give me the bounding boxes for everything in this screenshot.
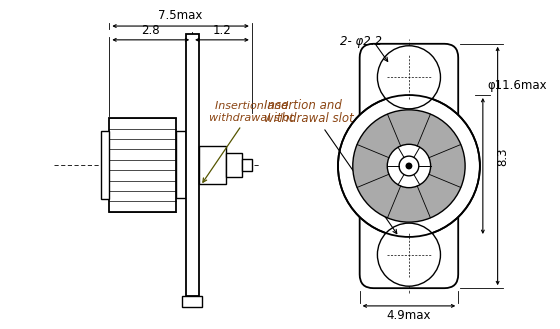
Circle shape xyxy=(377,46,441,109)
Text: 2.8: 2.8 xyxy=(142,24,160,37)
Bar xyxy=(199,146,226,184)
Bar xyxy=(176,132,186,198)
FancyBboxPatch shape xyxy=(360,44,458,288)
Bar xyxy=(226,153,242,177)
Circle shape xyxy=(338,95,480,237)
Text: 7.5max: 7.5max xyxy=(158,9,203,22)
Text: 1.2: 1.2 xyxy=(213,24,231,37)
Text: withdrawal slot: withdrawal slot xyxy=(209,113,293,123)
Text: φ11.6max: φ11.6max xyxy=(488,79,547,92)
Circle shape xyxy=(405,163,412,169)
Circle shape xyxy=(353,110,465,222)
Text: 2- φ2.2: 2- φ2.2 xyxy=(340,35,382,48)
Circle shape xyxy=(377,223,441,286)
Bar xyxy=(242,159,252,171)
Bar xyxy=(186,35,199,295)
Bar xyxy=(109,118,176,212)
Text: Insertion and: Insertion and xyxy=(264,99,342,112)
Circle shape xyxy=(388,144,431,188)
Text: Insertion and: Insertion and xyxy=(214,101,288,111)
Text: 8.3: 8.3 xyxy=(496,147,509,166)
Bar xyxy=(101,131,109,199)
Text: withdrawal slot: withdrawal slot xyxy=(264,112,354,125)
Text: 4.9max: 4.9max xyxy=(387,309,431,322)
Bar xyxy=(183,295,202,307)
